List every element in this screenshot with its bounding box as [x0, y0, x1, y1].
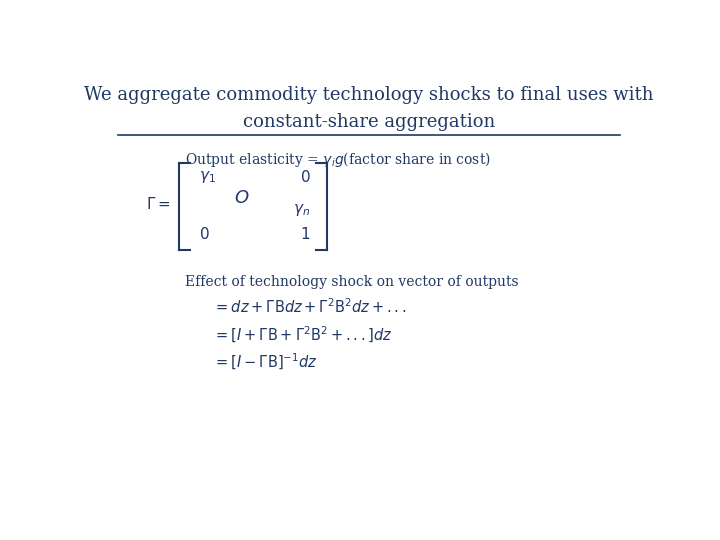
Text: $O$: $O$: [234, 189, 250, 207]
Text: We aggregate commodity technology shocks to final uses with: We aggregate commodity technology shocks…: [84, 85, 654, 104]
Text: $\gamma_n$: $\gamma_n$: [293, 202, 310, 218]
Text: $1$: $1$: [300, 226, 310, 241]
Text: $\gamma_1$: $\gamma_1$: [199, 168, 215, 185]
Text: $\Gamma =$: $\Gamma =$: [146, 196, 171, 212]
Text: $= [I - \Gamma\mathrm{B}]^{-1}dz$: $= [I - \Gamma\mathrm{B}]^{-1}dz$: [213, 352, 318, 372]
Text: $= [I + \Gamma\mathrm{B} + \Gamma^2\mathrm{B}^2 + ...]dz$: $= [I + \Gamma\mathrm{B} + \Gamma^2\math…: [213, 325, 392, 345]
Text: $0$: $0$: [300, 168, 310, 185]
Text: Effect of technology shock on vector of outputs: Effect of technology shock on vector of …: [185, 275, 518, 289]
Text: constant-share aggregation: constant-share aggregation: [243, 113, 495, 131]
Text: Output elasticity = $\gamma_i g$(factor share in cost): Output elasticity = $\gamma_i g$(factor …: [185, 150, 491, 169]
Text: $= dz + \Gamma\mathrm{B}dz + \Gamma^2\mathrm{B}^2dz + ...$: $= dz + \Gamma\mathrm{B}dz + \Gamma^2\ma…: [213, 298, 406, 316]
Text: $0$: $0$: [199, 226, 210, 241]
